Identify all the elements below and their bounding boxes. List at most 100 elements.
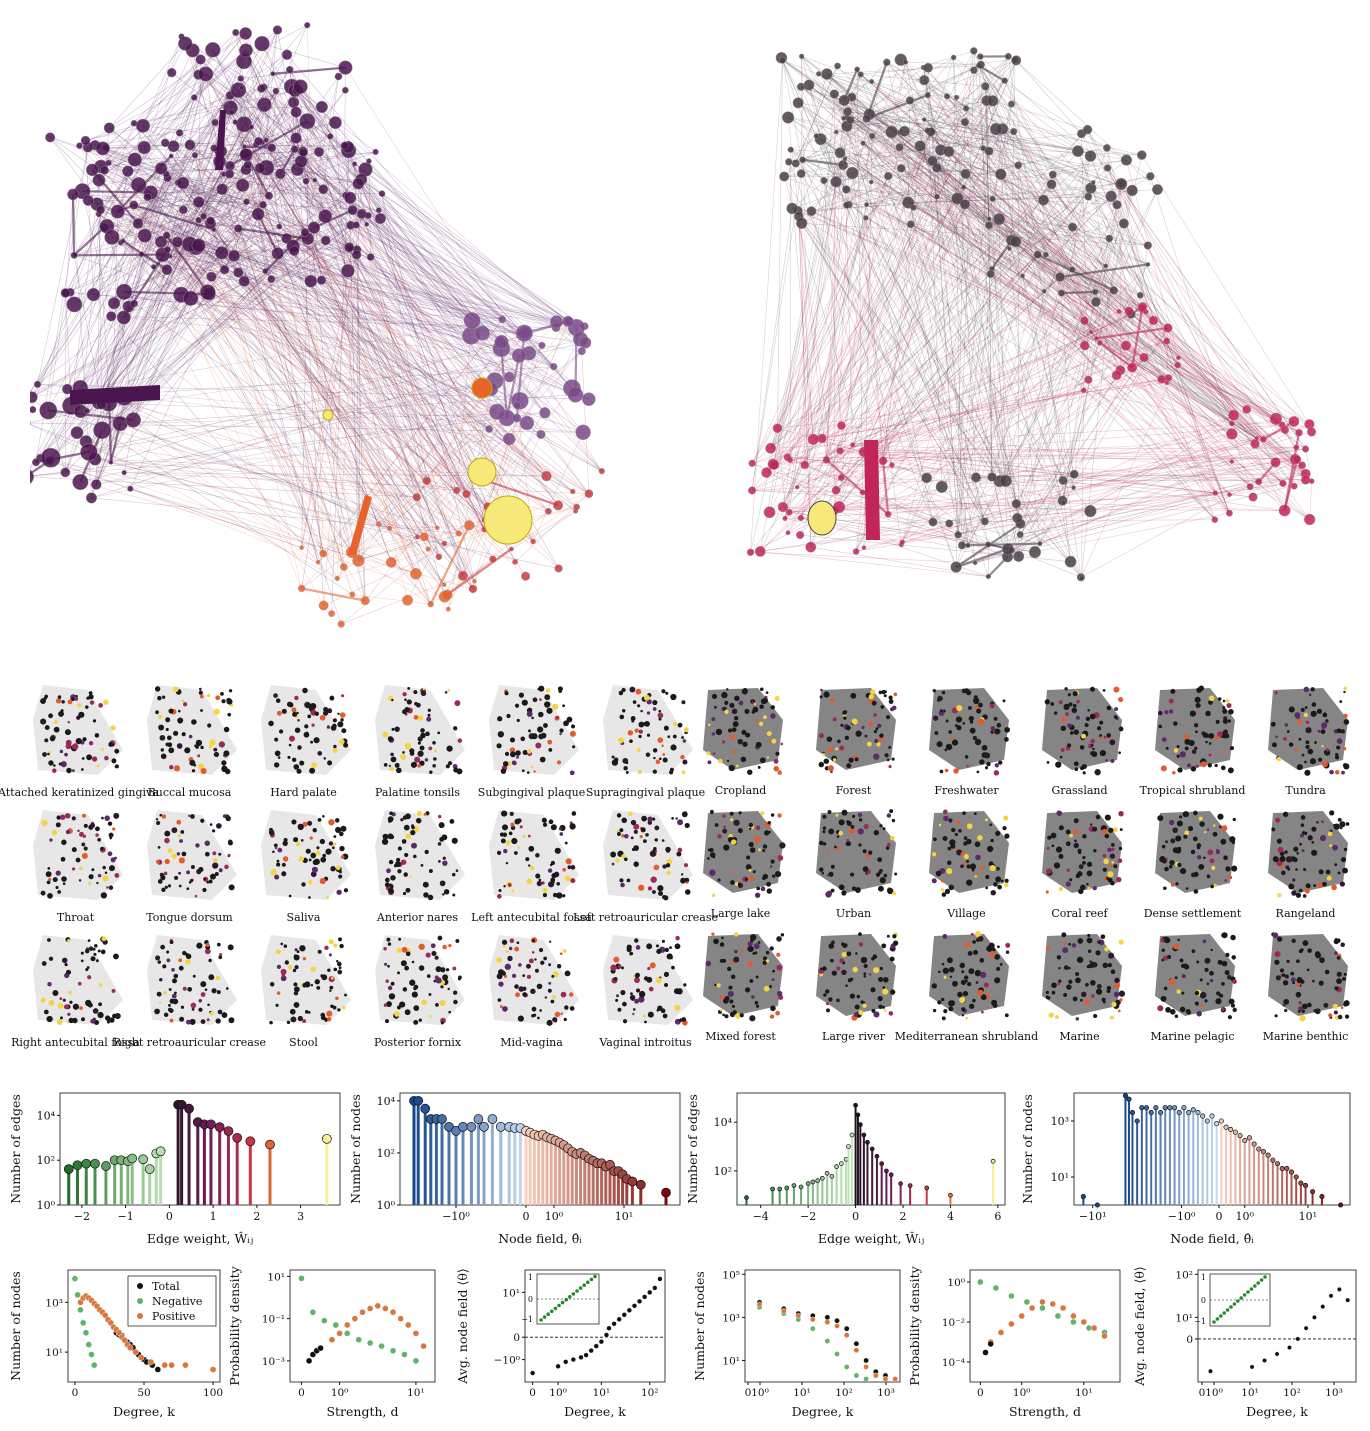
network-edge [1005,265,1107,482]
map-node [646,976,653,983]
network-node [39,401,58,420]
network-edge [31,32,237,398]
map-node [868,721,874,727]
map-node [433,757,437,761]
network-edge [111,316,520,356]
map-node [975,981,979,984]
map-node [179,839,183,843]
network-edge [198,179,362,203]
small-map-cell: Forest [796,680,911,800]
map-node [945,743,953,751]
network-edge [787,457,977,478]
map-node [776,964,782,971]
network-node [127,485,134,492]
network-node [945,519,954,528]
map-node [66,767,72,774]
map-node [994,977,1001,984]
map-node [338,937,343,942]
map-node [95,959,99,963]
map-node [544,694,551,701]
map-node [445,764,450,769]
map-node [972,940,976,944]
network-node [307,221,321,234]
network-node [787,146,794,153]
map-node [1303,686,1310,693]
right-small-map [1268,810,1350,898]
network-node [539,407,551,419]
map-node [863,963,868,969]
network-edge [380,218,603,472]
map-node [749,1015,756,1022]
network-edge [1060,276,1114,291]
network-edge [866,164,1019,205]
network-edge [79,145,135,206]
map-node [622,1019,628,1024]
network-node [838,94,850,106]
network-edge [931,130,1143,307]
map-node [427,894,434,901]
network-edge [1125,345,1286,431]
network-edge [1007,438,1257,550]
map-node [67,699,73,705]
map-node [189,1018,196,1025]
map-node [57,695,62,699]
network-node [1127,362,1138,373]
network-edge [750,389,1084,553]
map-node [1066,868,1070,872]
map-node [335,826,342,834]
network-node [1084,375,1093,384]
map-node [324,945,329,951]
map-node [641,815,648,822]
network-edge [808,84,1298,460]
map-node [1193,810,1198,816]
map-node [422,881,429,888]
network-edge [795,65,838,164]
map-node [543,956,547,961]
map-node [1111,847,1115,852]
network-edge [818,73,1133,191]
network-edge [862,142,1082,578]
map-node [104,871,108,874]
map-node [846,838,850,842]
map-node [1311,702,1317,707]
map-node [1275,735,1278,739]
right-small-map [703,687,784,775]
map-node [1095,950,1101,956]
map-node [671,817,674,820]
map-node [218,955,223,960]
network-node [360,596,370,606]
map-node [178,965,184,971]
network-node [243,160,252,170]
network-edge [238,228,549,512]
map-node [967,705,972,710]
network-node [200,212,207,220]
map-node [559,952,563,956]
map-background [261,935,351,1025]
map-node [59,749,64,754]
map-node [439,836,445,842]
network-node [195,216,202,224]
map-node [683,727,689,733]
network-node [868,179,874,185]
map-node [885,846,890,850]
map-node [114,873,120,878]
network-edge [198,74,367,225]
map-node [325,848,332,855]
network-edge [904,130,1122,185]
map-node [655,977,662,984]
map-node [566,716,573,723]
map-node [1176,754,1180,758]
map-node [75,857,81,863]
map-node [72,743,79,750]
network-edge [359,341,502,560]
network-node [138,251,145,258]
network-edge [801,128,1003,224]
network-edge [936,149,942,197]
network-node [103,122,115,134]
map-node [315,850,321,856]
map-node [323,710,329,716]
network-edge [71,61,245,406]
network-edge [846,125,1230,495]
network-node [1226,428,1238,440]
map-node [1179,751,1186,758]
